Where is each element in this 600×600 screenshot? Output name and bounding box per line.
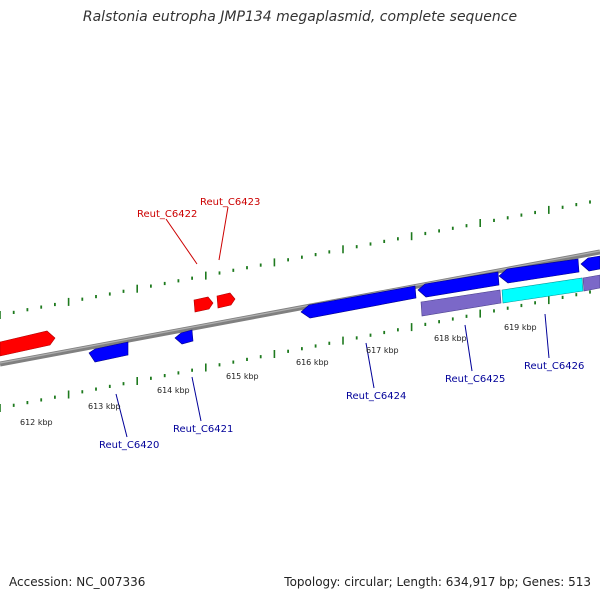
leader-reut-c6426 <box>544 313 550 359</box>
reverse-genes <box>88 255 600 363</box>
gene-reut-c6426-upper[interactable] <box>498 258 580 284</box>
label-reut-c6425[interactable]: Reut_C6425 <box>445 374 505 385</box>
gene-reut-c6424[interactable] <box>300 285 417 319</box>
kbp-label-618: 618 kbp <box>434 334 467 343</box>
lower-tick-track <box>0 290 591 412</box>
kbp-label-612: 612 kbp <box>20 418 53 427</box>
map-title: Ralstonia eutropha JMP134 megaplasmid, c… <box>82 9 518 25</box>
gene-reut-c6420[interactable] <box>88 341 129 363</box>
kbp-label-615: 615 kbp <box>226 372 259 381</box>
leader-reut-c6422 <box>165 218 198 265</box>
topology-summary: Topology: circular; Length: 634,917 bp; … <box>284 575 591 589</box>
leader-reut-c6420 <box>115 393 128 438</box>
accession-text: Accession: NC_007336 <box>9 575 146 589</box>
gene-reut-c6425-upper[interactable] <box>417 271 500 298</box>
gene-reverse-right-upper[interactable] <box>580 255 600 272</box>
label-reut-c6422[interactable]: Reut_C6422 <box>137 209 197 220</box>
kbp-label-619: 619 kbp <box>504 323 537 332</box>
backbone-highlight <box>0 250 600 364</box>
gene-reut-c6423[interactable] <box>216 292 236 309</box>
kbp-label-616: 616 kbp <box>296 358 329 367</box>
label-reut-c6424[interactable]: Reut_C6424 <box>346 391 406 402</box>
gene-reut-c6426-lower[interactable] <box>501 277 584 304</box>
label-reut-c6426[interactable]: Reut_C6426 <box>524 361 584 372</box>
upper-tick-track <box>0 200 591 319</box>
gene-reverse-right-lower[interactable] <box>582 274 600 292</box>
label-reut-c6423[interactable]: Reut_C6423 <box>200 197 260 208</box>
reverse-leaders <box>115 313 550 438</box>
leader-reut-c6421 <box>191 376 202 422</box>
gene-reut-c6422[interactable] <box>193 296 214 313</box>
gene-forward-left[interactable] <box>0 330 56 357</box>
kbp-label-613: 613 kbp <box>88 402 121 411</box>
label-reut-c6421[interactable]: Reut_C6421 <box>173 424 233 435</box>
leader-reut-c6425 <box>464 324 473 372</box>
gene-reut-c6421[interactable] <box>174 329 194 345</box>
gene-reut-c6425-lower[interactable] <box>420 289 502 317</box>
label-reut-c6420[interactable]: Reut_C6420 <box>99 440 159 451</box>
kbp-label-614: 614 kbp <box>157 386 190 395</box>
backbone-line <box>0 249 600 367</box>
forward-leaders <box>165 206 229 265</box>
forward-genes <box>0 292 236 357</box>
leader-reut-c6424 <box>365 342 375 389</box>
leader-reut-c6423 <box>218 206 229 261</box>
kbp-label-617: 617 kbp <box>366 346 399 355</box>
